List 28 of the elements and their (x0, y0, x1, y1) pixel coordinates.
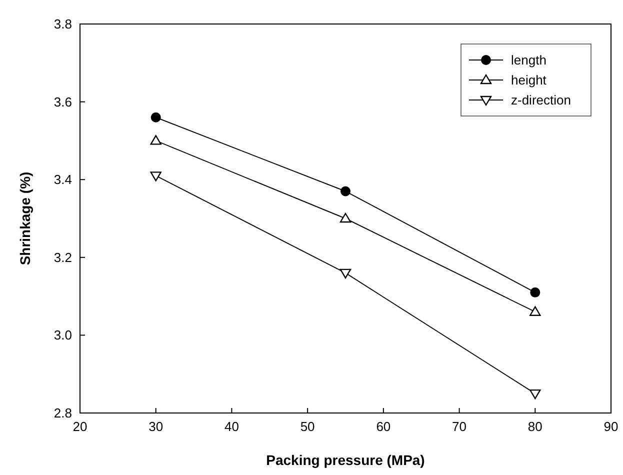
y-tick-label: 3.4 (54, 172, 72, 188)
x-tick-label: 90 (604, 419, 618, 434)
point (340, 212, 352, 223)
y-tick-label: 3.8 (54, 16, 72, 32)
legend-label: length (511, 52, 546, 68)
legend-label: height (511, 72, 547, 88)
x-tick-label: 40 (224, 419, 239, 434)
x-axis-title: Packing pressure (MPa) (266, 452, 425, 468)
point (150, 172, 162, 182)
x-tick-label: 30 (148, 419, 164, 434)
point (530, 287, 540, 298)
x-tick-label: 20 (72, 419, 88, 434)
x-tick-label: 50 (300, 419, 315, 434)
x-tick-label: 80 (528, 419, 542, 434)
point (150, 135, 162, 145)
legend-label: z-direction (511, 92, 571, 108)
point (530, 306, 541, 316)
y-tick-label: 3.2 (54, 250, 72, 265)
y-axis-title: Shrinkage (%) (17, 172, 33, 266)
x-tick-label: 70 (452, 419, 467, 434)
point (340, 268, 352, 279)
point (340, 186, 350, 196)
point (150, 112, 161, 122)
point (530, 389, 541, 400)
x-tick-label: 60 (376, 419, 391, 434)
y-tick-label: 2.8 (54, 406, 72, 420)
y-tick-label: 3.0 (54, 328, 72, 343)
y-tick-label: 3.6 (54, 94, 72, 110)
